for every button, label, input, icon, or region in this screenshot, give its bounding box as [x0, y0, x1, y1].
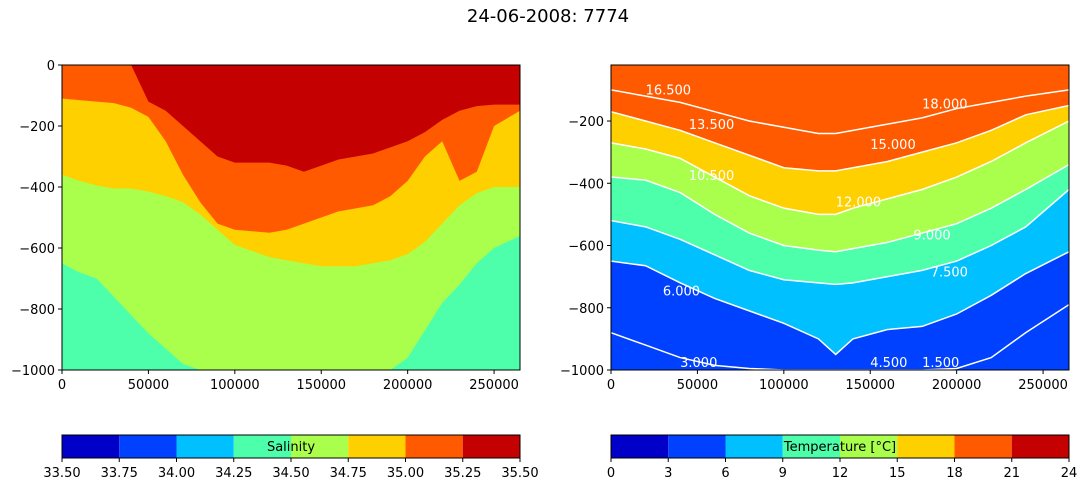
salinity-colorbar-label: Salinity	[267, 440, 315, 455]
y-tick-label: −800	[568, 302, 604, 317]
colorbar-tick-label: 3	[664, 466, 672, 481]
isotherm-line	[611, 104, 1069, 172]
x-tick-label: 100000	[210, 378, 260, 393]
isotherm-line	[611, 163, 1069, 253]
colorbar-segment	[897, 435, 955, 458]
colorbar-segment	[611, 435, 669, 458]
isotherm-line	[611, 120, 1069, 216]
y-tick-label: −1000	[560, 364, 604, 379]
temperature-contour-lines	[611, 89, 1069, 370]
temperature-colorbar-label: Temperature [°C]	[783, 440, 896, 455]
colorbar-tick-label: 33.75	[101, 466, 138, 481]
colorbar-segment	[405, 435, 463, 458]
colorbar-tick-label: 34.50	[272, 466, 309, 481]
salinity-y-axis: 0 −200 −400 −600 −800 −1000	[11, 59, 62, 379]
colorbar-tick-label: 9	[779, 466, 787, 481]
y-tick-label: −800	[19, 303, 55, 318]
salinity-x-axis: 0 50000 100000 150000 200000 250000	[58, 370, 519, 393]
colorbar-tick-label: 33.50	[43, 466, 80, 481]
colorbar-tick-label: 15	[889, 466, 906, 481]
colorbar-tick-label: 6	[721, 466, 729, 481]
x-tick-label: 50000	[128, 378, 169, 393]
x-tick-label: 200000	[383, 378, 433, 393]
colorbar-tick-label: 35.25	[444, 466, 481, 481]
colorbar-tick-label: 18	[946, 466, 963, 481]
colorbar-segment	[1011, 435, 1069, 458]
contour-label: 16.500	[646, 84, 692, 99]
y-tick-label: −600	[19, 242, 55, 257]
x-tick-label: 150000	[845, 378, 895, 393]
colorbar-segment	[62, 435, 120, 458]
contour-label: 13.500	[689, 118, 735, 133]
colorbar-segment	[119, 435, 177, 458]
y-tick-label: −400	[19, 181, 55, 196]
figure-title: 24-06-2008: 7774	[467, 6, 629, 27]
colorbar-segment	[176, 435, 234, 458]
colorbar-segment	[348, 435, 406, 458]
isotherm-line	[611, 89, 1069, 135]
contour-label: 10.500	[689, 169, 735, 184]
contour-label: 15.000	[870, 138, 916, 153]
temperature-y-axis: −200 −400 −600 −800 −1000	[560, 115, 611, 379]
salinity-band-35.25-35.50	[62, 65, 520, 172]
colorbar-tick-label: 34.25	[215, 466, 252, 481]
colorbar-segment	[954, 435, 1012, 458]
salinity-contour-fill	[62, 65, 520, 370]
y-tick-label: −600	[568, 240, 604, 255]
x-tick-label: 0	[58, 378, 66, 393]
colorbar-tick-label: 24	[1061, 466, 1078, 481]
x-tick-label: 200000	[932, 378, 982, 393]
colorbar-tick-label: 35.00	[387, 466, 424, 481]
contour-label: 12.000	[836, 196, 882, 211]
temperature-contour-labels: 16.500 18.000 13.500 15.000 10.500 12.000 9.00…	[646, 84, 968, 371]
salinity-panel: 0 50000 100000 150000 200000 250000 0 −200 −400…	[11, 59, 521, 393]
colorbar-segment	[291, 435, 349, 458]
isotherm-line	[611, 188, 1069, 286]
y-tick-label: −400	[568, 177, 604, 192]
salinity-colorbar: 33.50 33.75 34.00 34.25 34.50 34.75 35.00 35.25…	[43, 434, 539, 481]
temperature-colorbar: 0 3 6 9 12 15 18 21 24	[607, 434, 1078, 481]
x-tick-label: 100000	[759, 378, 809, 393]
colorbar-tick-label: 0	[607, 466, 615, 481]
colorbar-segment	[725, 435, 783, 458]
x-tick-label: 250000	[469, 378, 519, 393]
x-tick-label: 250000	[1018, 378, 1068, 393]
contour-label: 9.000	[913, 228, 950, 243]
contour-label: 3.000	[680, 356, 717, 371]
isotherm-line	[611, 251, 1069, 356]
x-tick-label: 50000	[677, 378, 718, 393]
contour-label: 6.000	[663, 284, 700, 299]
x-tick-label: 150000	[296, 378, 346, 393]
x-tick-label: 0	[607, 378, 615, 393]
temperature-x-axis: 0 50000 100000 150000 200000 250000	[607, 370, 1068, 393]
temperature-axes-frame	[610, 64, 1070, 371]
temperature-panel: 16.500 18.000 13.500 15.000 10.500 12.000 9.00…	[560, 64, 1070, 393]
y-tick-label: 0	[47, 59, 55, 74]
salinity-axes-frame	[61, 64, 521, 371]
colorbar-segment	[462, 435, 520, 458]
colorbar-segment	[840, 435, 898, 458]
colorbar-segment	[668, 435, 726, 458]
y-tick-label: −200	[19, 120, 55, 135]
y-tick-label: −200	[568, 115, 604, 130]
isotherm-line	[611, 304, 1069, 370]
colorbar-segment	[233, 435, 291, 458]
colorbar-tick-label: 34.00	[158, 466, 195, 481]
contour-label: 4.500	[870, 356, 907, 371]
y-tick-label: −1000	[11, 364, 55, 379]
temperature-band-18-21	[688, 65, 992, 106]
colorbar-tick-label: 21	[1003, 466, 1020, 481]
contour-label: 7.500	[931, 266, 968, 281]
colorbar-segment	[782, 435, 840, 458]
colorbar-tick-label: 35.50	[501, 466, 538, 481]
colorbar-tick-label: 12	[832, 466, 849, 481]
contour-label: 1.500	[922, 356, 959, 371]
contour-label: 18.000	[922, 98, 968, 113]
temperature-contour-fill	[611, 65, 1069, 370]
colorbar-tick-label: 34.75	[330, 466, 367, 481]
